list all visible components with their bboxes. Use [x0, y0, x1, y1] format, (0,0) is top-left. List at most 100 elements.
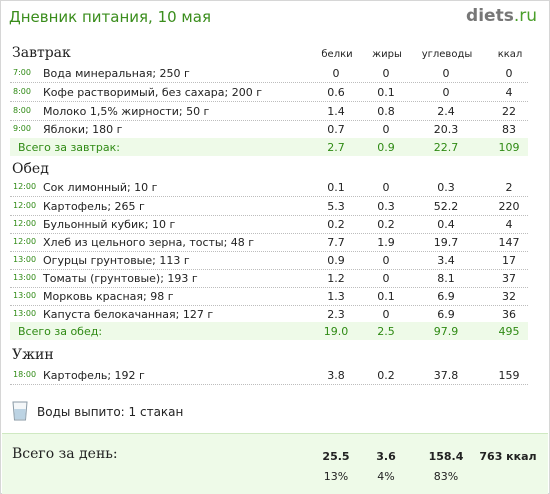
protein-value: 0: [332, 67, 340, 80]
food-name: Капуста белокачанная; 127 г: [43, 308, 214, 321]
food-name: Томаты (грунтовые); 193 г: [43, 272, 198, 285]
fat-value: 0.3: [377, 200, 395, 213]
food-row[interactable]: 13:00 Томаты (грунтовые); 193 г 1.2 0 8.…: [10, 269, 528, 288]
meal-time: 12:00: [13, 182, 37, 191]
meal-time: 8:00: [13, 87, 31, 96]
total-protein: 19.0: [323, 325, 349, 338]
diary-header: Дневник питания, 10 мая diets.ru: [1, 1, 549, 31]
day-kcal: 763 ккал: [479, 450, 537, 463]
food-row[interactable]: 7:00 Вода минеральная; 250 г 0 0 0 0: [10, 64, 528, 83]
carbs-value: 8.1: [437, 272, 455, 285]
meal-time: 7:00: [13, 68, 31, 77]
day-total-label: Всего за день:: [12, 446, 118, 462]
day-carbs-pct: 83%: [433, 470, 459, 483]
food-name: Вода минеральная; 250 г: [43, 67, 190, 80]
day-carbs: 158.4: [428, 450, 464, 463]
diets-logo[interactable]: diets.ru: [466, 6, 537, 26]
protein-value: 0.2: [327, 218, 345, 231]
carbs-value: 0: [442, 67, 450, 80]
protein-value: 7.7: [327, 236, 345, 249]
food-row[interactable]: 12:00 Бульонный кубик; 10 г 0.2 0.2 0.4 …: [10, 215, 528, 234]
protein-value: 1.2: [327, 272, 345, 285]
meal-time: 18:00: [13, 370, 37, 379]
food-row[interactable]: 8:00 Кофе растворимый, без сахара; 200 г…: [10, 83, 528, 102]
food-row[interactable]: 12:00 Сок лимонный; 10 г 0.1 0 0.3 2: [10, 178, 528, 197]
section-breakfast-title: Завтрак: [12, 45, 71, 61]
water-text: Воды выпито: 1 стакан: [37, 405, 184, 419]
carbs-value: 0.4: [437, 218, 455, 231]
meal-time: 12:00: [13, 219, 37, 228]
logo-ext: .ru: [513, 6, 537, 26]
meal-time: 13:00: [13, 255, 37, 264]
kcal-value: 36: [502, 308, 516, 321]
total-carbs: 22.7: [433, 141, 459, 154]
fat-value: 0.8: [377, 105, 395, 118]
day-fat: 3.6: [376, 450, 396, 463]
food-row[interactable]: 8:00 Молоко 1,5% жирности; 50 г 1.4 0.8 …: [10, 102, 528, 121]
food-name: Картофель; 265 г: [43, 200, 145, 213]
col-kcal-header: ккал: [497, 49, 523, 60]
fat-value: 0: [382, 308, 390, 321]
day-protein: 25.5: [322, 450, 350, 463]
total-carbs: 97.9: [433, 325, 459, 338]
breakfast-total-row: Всего за завтрак: 2.7 0.9 22.7 109: [10, 138, 528, 156]
total-fat: 0.9: [377, 141, 395, 154]
carbs-value: 0.3: [437, 181, 455, 194]
food-row[interactable]: 18:00 Картофель; 192 г 3.8 0.2 37.8 159: [10, 366, 528, 385]
food-name: Картофель; 192 г: [43, 369, 145, 382]
total-label: Всего за завтрак:: [18, 141, 121, 154]
fat-value: 0: [382, 181, 390, 194]
food-row[interactable]: 13:00 Морковь красная; 98 г 1.3 0.1 6.9 …: [10, 287, 528, 306]
protein-value: 2.3: [327, 308, 345, 321]
lunch-total-row: Всего за обед: 19.0 2.5 97.9 495: [10, 322, 528, 340]
section-lunch-title: Обед: [12, 161, 49, 177]
food-name: Яблоки; 180 г: [43, 123, 123, 136]
fat-value: 0.1: [377, 290, 395, 303]
logo-main: diets: [466, 6, 514, 26]
col-protein-header: белки: [321, 49, 353, 60]
food-row[interactable]: 9:00 Яблоки; 180 г 0.7 0 20.3 83: [10, 120, 528, 139]
kcal-value: 17: [502, 254, 516, 267]
fat-value: 0.2: [377, 369, 395, 382]
carbs-value: 3.4: [437, 254, 455, 267]
food-name: Сок лимонный; 10 г: [43, 181, 158, 194]
total-protein: 2.7: [327, 141, 345, 154]
carbs-value: 6.9: [437, 290, 455, 303]
protein-value: 0.1: [327, 181, 345, 194]
food-name: Кофе растворимый, без сахара; 200 г: [43, 86, 262, 99]
total-kcal: 109: [498, 141, 520, 154]
food-name: Хлеб из цельного зерна, тосты; 48 г: [43, 236, 255, 249]
fat-value: 1.9: [377, 236, 395, 249]
protein-value: 5.3: [327, 200, 345, 213]
carbs-value: 0: [442, 86, 450, 99]
kcal-value: 4: [505, 218, 513, 231]
carbs-value: 6.9: [437, 308, 455, 321]
col-fat-header: жиры: [372, 49, 402, 60]
carbs-value: 37.8: [433, 369, 459, 382]
protein-value: 1.4: [327, 105, 345, 118]
total-kcal: 495: [498, 325, 520, 338]
fat-value: 0: [382, 123, 390, 136]
protein-value: 0.7: [327, 123, 345, 136]
food-name: Бульонный кубик; 10 г: [43, 218, 176, 231]
meal-time: 12:00: [13, 201, 37, 210]
kcal-value: 0: [505, 67, 513, 80]
day-protein-pct: 13%: [323, 470, 349, 483]
kcal-value: 22: [502, 105, 516, 118]
food-name: Молоко 1,5% жирности; 50 г: [43, 105, 210, 118]
kcal-value: 2: [505, 181, 513, 194]
protein-value: 0.6: [327, 86, 345, 99]
total-label: Всего за обед:: [18, 325, 103, 338]
kcal-value: 4: [505, 86, 513, 99]
meal-time: 8:00: [13, 106, 31, 115]
food-name: Морковь красная; 98 г: [43, 290, 174, 303]
food-row[interactable]: 12:00 Картофель; 265 г 5.3 0.3 52.2 220: [10, 197, 528, 216]
food-row[interactable]: 12:00 Хлеб из цельного зерна, тосты; 48 …: [10, 233, 528, 252]
food-name: Огурцы грунтовые; 113 г: [43, 254, 190, 267]
section-dinner-title: Ужин: [12, 347, 54, 363]
food-row[interactable]: 13:00 Огурцы грунтовые; 113 г 0.9 0 3.4 …: [10, 251, 528, 270]
day-total-panel: Всего за день: 25.5 3.6 158.4 763 ккал 1…: [2, 433, 548, 494]
carbs-value: 20.3: [433, 123, 459, 136]
meal-time: 13:00: [13, 291, 37, 300]
